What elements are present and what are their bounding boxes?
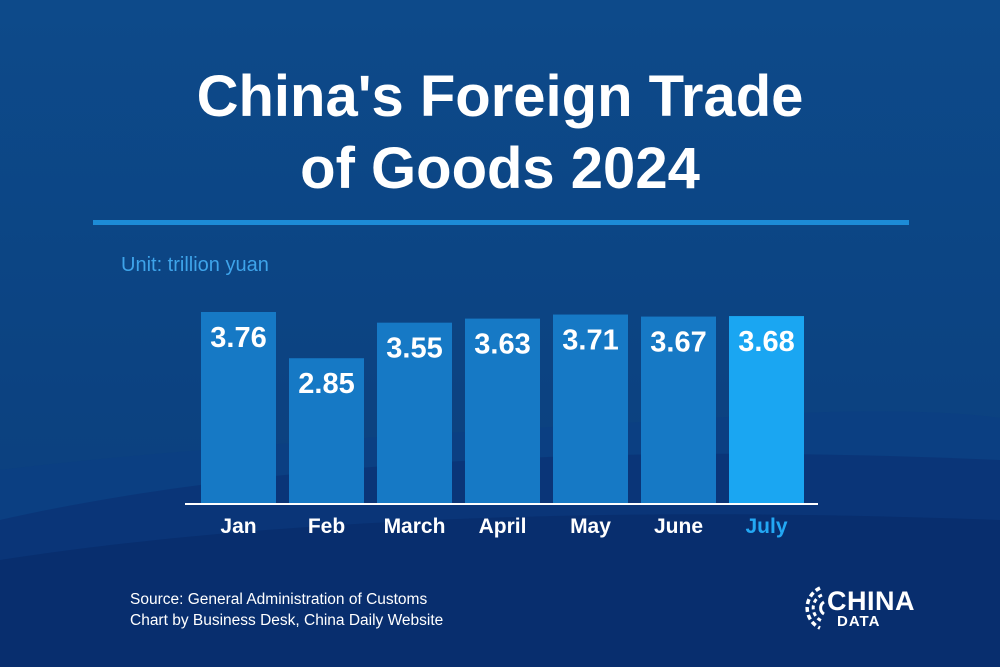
bar-value-label: 3.71: [562, 325, 618, 357]
bar-value-label: 3.67: [650, 327, 706, 359]
bar-jan: [201, 312, 276, 503]
x-tick-label: March: [384, 515, 446, 538]
bar-value-label: 2.85: [298, 368, 354, 400]
x-tick-label: July: [745, 515, 787, 538]
x-tick-label: May: [570, 515, 611, 538]
bar-march: [377, 322, 452, 503]
bar-feb: [289, 358, 364, 503]
bar-july: [729, 316, 804, 503]
chart-title-line-1: China's Foreign Trade: [196, 64, 804, 129]
x-tick-label: Jan: [220, 515, 256, 538]
title-divider: [93, 220, 909, 225]
china-data-logo: CHINA DATA: [790, 580, 920, 636]
logo-text-china: CHINA: [827, 586, 915, 616]
bar-value-label: 3.55: [386, 333, 442, 365]
chart-title-line-2: of Goods 2024: [300, 136, 700, 201]
bar-value-label: 3.76: [210, 322, 266, 354]
x-tick-label: April: [479, 515, 527, 538]
bar-june: [641, 316, 716, 503]
x-tick-label: Feb: [308, 515, 345, 538]
logo-text-data: DATA: [837, 613, 881, 630]
signal-arc-icon: [805, 586, 825, 630]
bar-value-label: 3.63: [474, 329, 530, 361]
x-tick-label: June: [654, 515, 703, 538]
bar-april: [465, 318, 540, 503]
unit-label: Unit: trillion yuan: [121, 254, 269, 276]
credit-text: Chart by Business Desk, China Daily Webs…: [130, 612, 444, 629]
bar-value-label: 3.68: [738, 326, 794, 358]
bar-may: [553, 314, 628, 503]
source-text: Source: General Administration of Custom…: [130, 591, 428, 608]
